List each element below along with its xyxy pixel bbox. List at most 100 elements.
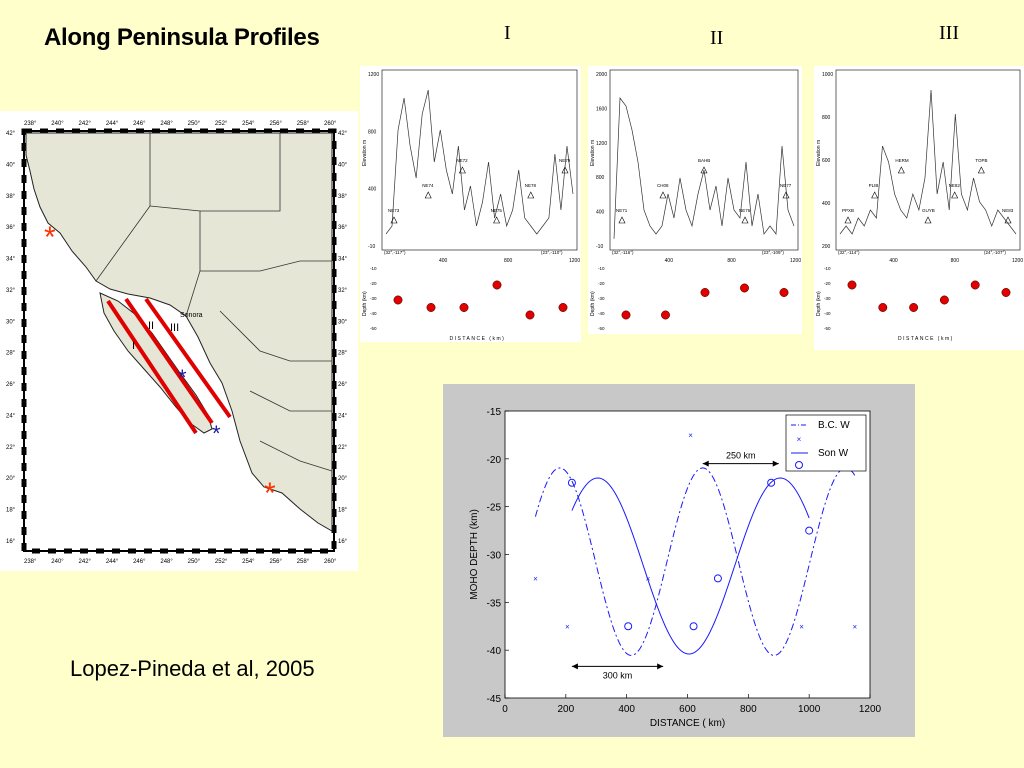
elevation-tick: 1200 — [596, 141, 607, 147]
station-label: NE76 — [739, 208, 751, 213]
distance-tick: 800 — [727, 258, 736, 264]
moho-depth-point — [740, 283, 749, 293]
son-w-point — [713, 574, 722, 583]
son-w-point — [567, 478, 576, 487]
map-lon-tick: 258° — [297, 121, 310, 127]
station-label: HERM — [895, 158, 909, 163]
y-tick-label: -40 — [487, 646, 502, 657]
distance-tick: 800 — [504, 258, 513, 264]
map-lat-tick: 20° — [6, 476, 16, 482]
station-triangle — [1004, 216, 1012, 224]
depth-tick: -30 — [598, 296, 605, 301]
elevation-axis-label: Elevation m — [362, 140, 368, 166]
y-tick-label: -30 — [487, 551, 502, 562]
distance-axis-label: DISTANCE (km) — [898, 336, 954, 342]
elevation-tick: 800 — [822, 115, 831, 121]
elevation-tick: 400 — [596, 210, 605, 216]
map-lat-tick: 28° — [6, 351, 16, 357]
coord-start: (32°,-116°) — [612, 250, 634, 255]
station-triangle — [527, 191, 535, 199]
map-lat-tick: 28° — [338, 351, 348, 357]
station-label: NE83 — [1002, 208, 1014, 213]
station-label: NE74 — [422, 183, 434, 188]
y-axis-label: MOHO DEPTH (km) — [469, 509, 480, 600]
x-tick-label: 800 — [740, 704, 757, 715]
moho-chart-panel: 0 200 400 600 800 1000 1200 -15 -20 -25 -30 -35 -40 -… — [443, 384, 915, 737]
elevation-profile-line — [385, 89, 574, 235]
series-bc-w-line — [534, 467, 856, 656]
station-label: CH08 — [657, 183, 669, 188]
map-lon-tick: 250° — [188, 121, 201, 127]
map-lon-tick: 248° — [160, 121, 173, 127]
station-triangle — [659, 191, 667, 199]
depth-tick: -10 — [824, 266, 831, 271]
map-lon-tick: 242° — [79, 121, 92, 127]
distance-axis-label: DISTANCE (km) — [450, 336, 506, 342]
map-lon-tick: 248° — [160, 559, 173, 565]
station-label: GUYB — [922, 208, 935, 213]
depth-tick: -50 — [824, 326, 831, 331]
depth-axis-label: Depth (km) — [816, 291, 822, 316]
depth-tick: -10 — [370, 266, 377, 271]
coord-start: (32°,-117°) — [384, 250, 406, 255]
station-label: NE71 — [616, 208, 628, 213]
map-lon-tick: 238° — [24, 121, 37, 127]
son-w-point — [805, 526, 814, 535]
station-triangle — [741, 216, 749, 224]
elevation-tick: 400 — [822, 201, 831, 207]
distance-tick: 400 — [665, 258, 674, 264]
moho-depth-point — [939, 295, 949, 305]
map-lat-tick: 40° — [338, 162, 348, 168]
station-triangle — [951, 191, 959, 199]
moho-depth-point — [970, 280, 980, 290]
map-lon-tick: 260° — [324, 559, 337, 565]
land-region — [25, 132, 333, 532]
station-label: PPXB — [842, 208, 854, 213]
legend-son-w-label: Son W — [818, 448, 849, 459]
station-triangle — [924, 216, 932, 224]
arrow-head — [702, 460, 709, 467]
map-lon-tick: 252° — [215, 559, 228, 565]
y-tick-label: -15 — [487, 407, 502, 418]
moho-depth-point — [847, 280, 857, 290]
bc-w-point: × — [565, 622, 570, 631]
map-lat-tick: 24° — [338, 413, 348, 419]
y-tick-label: -25 — [487, 503, 502, 514]
map-lat-tick: 40° — [6, 162, 16, 168]
coord-end: (23°,-109°) — [762, 250, 784, 255]
map-lat-tick: 18° — [338, 508, 348, 514]
moho-depth-point — [558, 303, 568, 312]
arrow-head — [657, 663, 664, 670]
profile-line-3 — [144, 297, 232, 419]
station-label: NE73 — [388, 208, 400, 213]
map-lon-tick: 254° — [242, 121, 255, 127]
legend-bc-w-label: B.C. W — [818, 420, 850, 431]
x-tick-label: 1200 — [859, 704, 882, 715]
depth-tick: -20 — [598, 281, 605, 286]
elevation-profile-line — [613, 97, 795, 239]
depth-tick: -30 — [370, 296, 377, 301]
map-lon-tick: 258° — [297, 559, 310, 565]
station-triangle — [458, 166, 466, 174]
profile-panel-3: Elevation m 1000 800 600 400 200 PPXB PLIB HERM G… — [814, 66, 1024, 350]
bc-w-point: × — [688, 431, 693, 440]
annotation-label: 300 km — [603, 670, 633, 680]
x-tick-label: 0 — [502, 704, 508, 715]
map-lon-tick: 244° — [106, 121, 119, 127]
moho-depth-point — [525, 310, 535, 320]
depth-tick: -50 — [598, 326, 605, 331]
map-lat-tick: 42° — [6, 131, 16, 137]
depth-tick: -40 — [370, 311, 377, 316]
station-triangle — [871, 191, 879, 199]
annotation-bg — [596, 669, 639, 681]
bc-w-point: × — [852, 622, 857, 631]
map-lon-tick: 260° — [324, 121, 337, 127]
bc-w-point: × — [799, 622, 804, 631]
moho-depth-point — [426, 303, 436, 312]
map-lat-tick: 34° — [338, 257, 348, 263]
distance-tick: 1200 — [1012, 258, 1023, 264]
map-lon-tick: 238° — [24, 559, 37, 565]
moho-depth-point — [878, 303, 888, 312]
moho-depth-point — [621, 310, 631, 320]
annotation-bg — [719, 449, 762, 461]
